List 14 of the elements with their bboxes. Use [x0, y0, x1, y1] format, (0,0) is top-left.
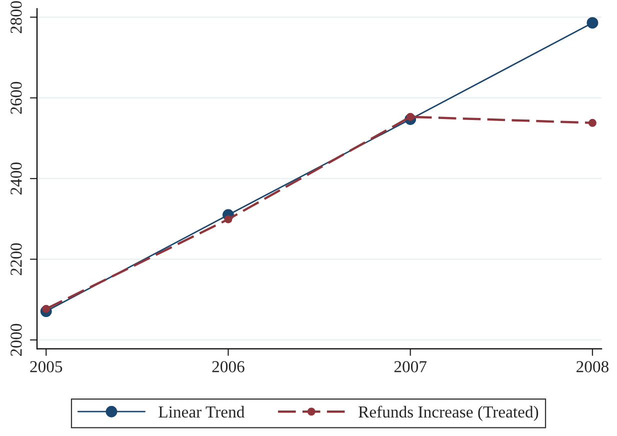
- y-tick-label: 2200: [10, 243, 22, 276]
- point: [588, 118, 596, 127]
- y-tick-label: 2600: [10, 82, 22, 114]
- point: [224, 215, 232, 224]
- legend-label: Linear Trend: [158, 406, 245, 418]
- y-tick-label: 2800: [10, 1, 22, 34]
- x-tick-label: 2007: [394, 361, 427, 372]
- x-tick-label: 2005: [30, 361, 62, 372]
- y-tick-label: 2400: [10, 162, 22, 194]
- point: [586, 17, 598, 29]
- legend-label: Refunds Increase (Treated): [358, 406, 538, 421]
- x-tick-label: 2008: [576, 361, 608, 372]
- y-tick-label: 2000: [10, 324, 22, 356]
- x-tick-label: 2006: [212, 361, 244, 372]
